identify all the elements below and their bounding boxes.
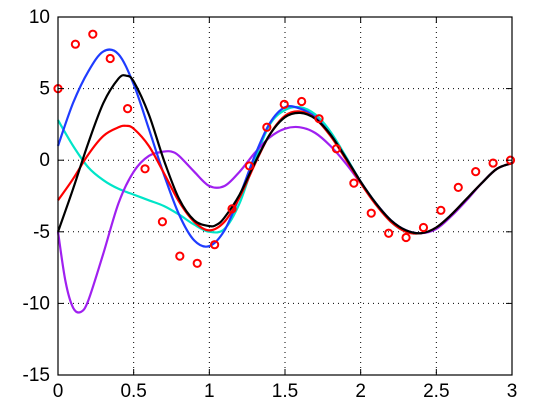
data-point bbox=[349, 178, 359, 188]
data-point bbox=[401, 232, 411, 243]
data-point bbox=[105, 53, 115, 64]
data-point bbox=[384, 228, 394, 238]
x-tick-label: 2.5 bbox=[423, 381, 449, 402]
data-point bbox=[123, 104, 133, 114]
grid bbox=[58, 17, 512, 375]
tick-labels: 0 0.5 1 1.5 2 2.5 3 10 5 0 -5 -10 -15 bbox=[23, 7, 518, 402]
data-point bbox=[297, 96, 307, 107]
y-tick-label: -5 bbox=[33, 222, 50, 243]
x-tick-label: 0.5 bbox=[120, 381, 146, 402]
ticks bbox=[57, 16, 513, 376]
data-point bbox=[488, 158, 498, 168]
data-point bbox=[453, 182, 463, 193]
data-point bbox=[227, 204, 237, 214]
y-tick-label: -10 bbox=[23, 293, 50, 314]
data-point bbox=[157, 217, 168, 227]
x-tick-label: 1.5 bbox=[272, 381, 298, 402]
data-point bbox=[210, 240, 220, 250]
x-tick-label: 1 bbox=[204, 381, 215, 402]
y-tick-label: 10 bbox=[29, 7, 50, 28]
data-point bbox=[140, 164, 150, 174]
x-tick-label: 2 bbox=[355, 381, 366, 402]
data-point bbox=[418, 222, 429, 233]
y-tick-label: 0 bbox=[39, 150, 50, 171]
data-point bbox=[331, 144, 342, 154]
data-point bbox=[88, 29, 98, 39]
x-tick-label: 0 bbox=[53, 381, 64, 402]
data-point bbox=[244, 161, 255, 171]
x-tick-label: 3 bbox=[507, 381, 518, 402]
data-point bbox=[262, 122, 272, 132]
data-point bbox=[70, 39, 81, 49]
series-line-4 bbox=[56, 74, 513, 235]
data-point bbox=[314, 114, 324, 124]
data-point bbox=[436, 205, 446, 215]
series-layer bbox=[53, 29, 516, 314]
data-point bbox=[471, 167, 481, 177]
data-point bbox=[279, 99, 289, 109]
data-point bbox=[175, 251, 185, 261]
data-point bbox=[192, 258, 202, 268]
y-tick-label: 5 bbox=[39, 79, 50, 100]
data-point bbox=[366, 208, 376, 218]
y-tick-label: -15 bbox=[23, 365, 50, 386]
